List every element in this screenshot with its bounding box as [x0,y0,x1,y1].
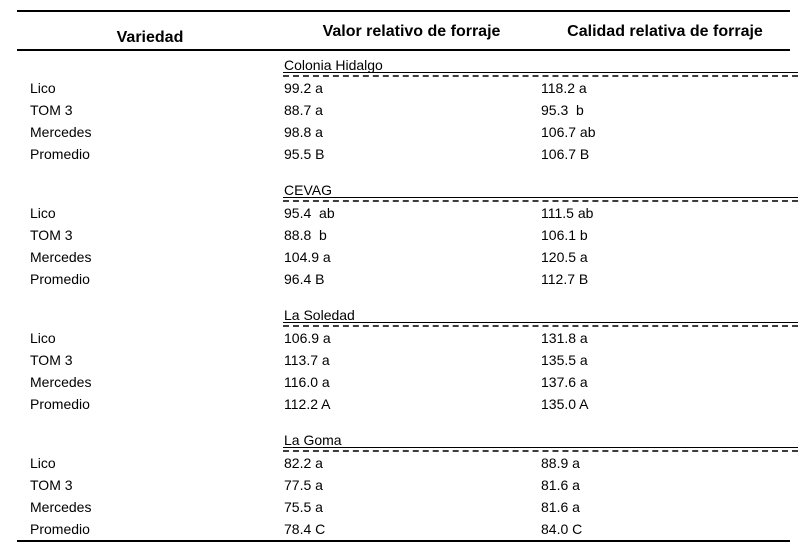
table-row: Promedio 96.4 B 112.7 B [0,271,798,294]
variety-cell: Promedio [30,146,90,162]
variety-cell: Promedio [30,521,90,537]
table-row: Lico 82.2 a 88.9 a [0,455,798,478]
column-header-variedad: Variedad [116,29,184,46]
section-solid-rule [283,322,798,323]
calidad-cell: 84.0 C [541,521,583,537]
valor-cell: 78.4 C [284,521,326,537]
calidad-cell: 112.7 B [541,271,589,287]
table-top-border [17,10,790,12]
variety-cell: Mercedes [30,374,92,390]
valor-cell: 82.2 a [284,455,323,471]
valor-cell: 99.2 a [284,80,323,96]
valor-cell: 98.8 a [284,124,323,140]
header-bottom-border [17,49,790,51]
section-title: La Goma [284,432,342,448]
table-section-colonia-hidalgo: Colonia Hidalgo Lico 99.2 a 118.2 a TOM 3 88.… [0,58,798,183]
table-row: TOM 3 77.5 a 81.6 a [0,477,798,500]
valor-cell: 113.7 a [284,352,330,368]
calidad-cell: 106.7 ab [541,124,596,140]
calidad-cell: 137.6 a [541,374,588,390]
calidad-cell: 106.7 B [541,146,590,162]
table-section-la-goma: La Goma Lico 82.2 a 88.9 a TOM 3 77.5 a 81.6 a… [0,433,798,551]
calidad-cell: 81.6 a [541,499,580,515]
table-section-cevag: CEVAG Lico 95.4 ab 111.5 ab TOM 3 88.8 b 106.1… [0,183,798,308]
calidad-cell: 120.5 a [541,249,588,265]
table-row: Promedio 112.2 A 135.0 A [0,396,798,419]
variety-cell: TOM 3 [30,102,73,118]
calidad-cell: 106.1 b [541,227,588,243]
calidad-cell: 131.8 a [541,330,588,346]
calidad-cell: 135.0 A [541,396,589,412]
variety-cell: TOM 3 [30,352,73,368]
section-title: Colonia Hidalgo [284,57,383,73]
variety-cell: Promedio [30,396,90,412]
table-bottom-border [17,540,790,542]
table-row: Mercedes 104.9 a 120.5 a [0,249,798,272]
valor-cell: 95.5 B [284,146,325,162]
valor-cell: 96.4 B [284,271,325,287]
section-solid-rule [283,197,798,198]
section-dashed-rule [283,325,798,327]
valor-cell: 95.4 ab [284,205,335,221]
valor-cell: 75.5 a [284,499,323,515]
valor-cell: 112.2 A [284,396,331,412]
table-row: Promedio 95.5 B 106.7 B [0,146,798,169]
variety-cell: Mercedes [30,249,92,265]
table-row: Mercedes 98.8 a 106.7 ab [0,124,798,147]
calidad-cell: 88.9 a [541,455,580,471]
calidad-cell: 95.3 b [541,102,584,118]
table-row: Lico 106.9 a 131.8 a [0,330,798,353]
table-row: TOM 3 88.7 a 95.3 b [0,102,798,125]
table-row: Mercedes 116.0 a 137.6 a [0,374,798,397]
variety-cell: Promedio [30,271,90,287]
valor-cell: 104.9 a [284,249,331,265]
section-title: La Soledad [284,307,355,323]
table-row: Lico 95.4 ab 111.5 ab [0,205,798,228]
calidad-cell: 135.5 a [541,352,588,368]
variety-cell: Lico [30,80,56,96]
column-header-calidad-relativa: Calidad relativa de forraje [567,23,763,40]
section-solid-rule [283,447,798,448]
table-row: Lico 99.2 a 118.2 a [0,80,798,103]
table-row: Mercedes 75.5 a 81.6 a [0,499,798,522]
calidad-cell: 111.5 ab [541,205,594,221]
table-row: TOM 3 113.7 a 135.5 a [0,352,798,375]
table-row: Promedio 78.4 C 84.0 C [0,521,798,544]
variety-cell: Mercedes [30,499,92,515]
section-title: CEVAG [284,182,332,198]
table-section-la-soledad: La Soledad Lico 106.9 a 131.8 a TOM 3 113.7 a… [0,308,798,433]
valor-cell: 88.7 a [284,102,323,118]
valor-cell: 116.0 a [284,374,330,390]
variety-cell: TOM 3 [30,227,73,243]
variety-cell: Lico [30,330,56,346]
section-dashed-rule [283,75,798,77]
variety-cell: TOM 3 [30,477,73,493]
section-solid-rule [283,72,798,73]
variety-cell: Lico [30,205,56,221]
valor-cell: 88.8 b [284,227,327,243]
valor-cell: 77.5 a [284,477,323,493]
valor-cell: 106.9 a [284,330,331,346]
table-row: TOM 3 88.8 b 106.1 b [0,227,798,250]
calidad-cell: 81.6 a [541,477,580,493]
calidad-cell: 118.2 a [541,80,587,96]
section-dashed-rule [283,450,798,452]
variety-cell: Lico [30,455,56,471]
column-header-valor-relativo: Valor relativo de forraje [322,23,501,40]
variety-cell: Mercedes [30,124,92,140]
section-dashed-rule [283,200,798,202]
